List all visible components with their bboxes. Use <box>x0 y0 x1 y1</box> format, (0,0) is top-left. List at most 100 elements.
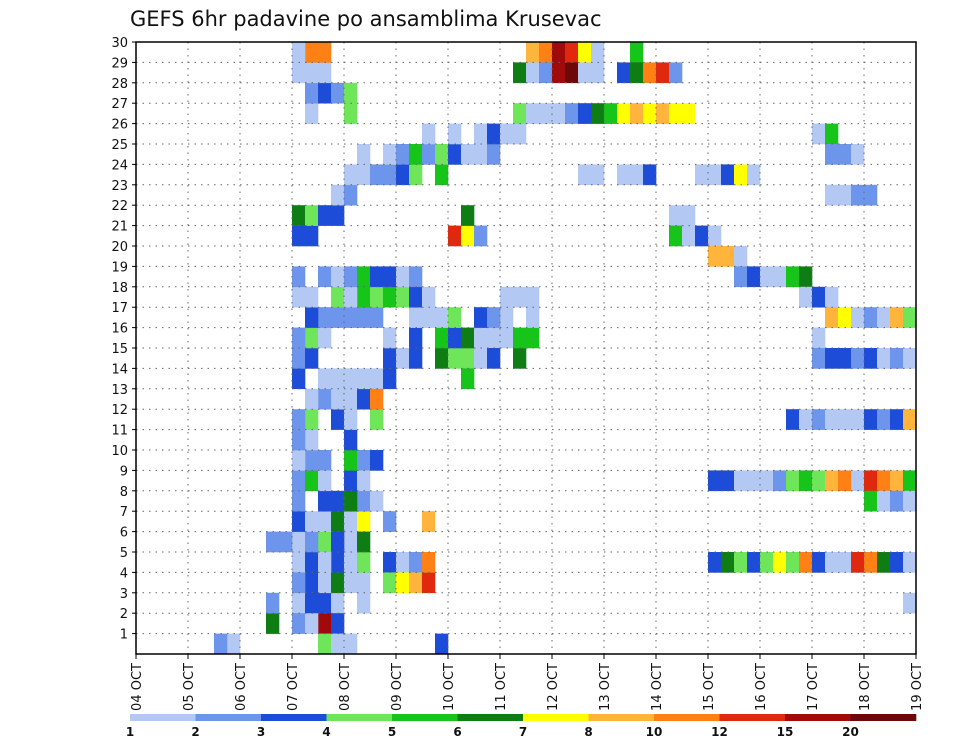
heatmap-cell <box>838 184 852 206</box>
heatmap-cell <box>383 572 397 594</box>
heatmap-cell <box>747 164 761 186</box>
heatmap-cell <box>786 470 800 492</box>
heatmap-cell <box>591 164 605 186</box>
heatmap-cell <box>682 225 696 247</box>
heatmap-cell <box>825 144 839 165</box>
heatmap-cell <box>292 592 306 614</box>
heatmap-cell <box>292 266 306 288</box>
heatmap-cell <box>630 164 644 186</box>
heatmap-cell <box>669 225 683 247</box>
heatmap-cell <box>474 348 488 369</box>
heatmap-cell <box>357 592 371 614</box>
heatmap-cell <box>292 348 306 369</box>
heatmap-cell <box>838 307 852 328</box>
heatmap-cell <box>474 144 488 165</box>
heatmap-cell <box>396 164 410 186</box>
heatmap-cell <box>708 470 722 492</box>
heatmap-cell <box>318 572 332 594</box>
heatmap-cell <box>604 103 618 124</box>
heatmap-cell <box>396 286 410 308</box>
heatmap-cell <box>409 307 423 328</box>
colorbar-label: 15 <box>777 725 794 739</box>
heatmap-cell <box>370 307 384 328</box>
x-tick-label: 09 OCT <box>390 663 405 711</box>
heatmap-cell <box>409 348 423 369</box>
heatmap-cell <box>318 62 332 84</box>
y-tick-label: 30 <box>111 36 128 51</box>
heatmap-cell <box>357 511 371 532</box>
heatmap-cell <box>318 450 332 471</box>
heatmap-cell <box>552 42 566 63</box>
heatmap-cell <box>721 470 735 492</box>
heatmap-cell <box>513 62 527 84</box>
heatmap-cell <box>487 327 501 349</box>
heatmap-cell <box>344 490 358 512</box>
heatmap-cell <box>422 144 436 165</box>
heatmap-cell <box>851 470 865 492</box>
heatmap-cell <box>487 123 501 145</box>
heatmap-cell <box>383 348 397 369</box>
colorbar-label: 1 <box>126 725 134 739</box>
x-tick-label: 10 OCT <box>442 663 457 711</box>
heatmap-cell <box>474 307 488 328</box>
colorbar-swatch <box>326 714 393 721</box>
heatmap-cell <box>331 490 345 512</box>
heatmap-cell <box>331 531 345 553</box>
heatmap-cell <box>526 327 540 349</box>
colorbar-swatch <box>261 714 327 721</box>
heatmap-cell <box>357 286 371 308</box>
heatmap-cell <box>422 123 436 145</box>
heatmap-cell <box>825 307 839 328</box>
heatmap-cell <box>734 552 748 573</box>
heatmap-cell <box>344 388 358 410</box>
colorbar-label: 10 <box>646 725 663 739</box>
heatmap-cell <box>669 62 683 84</box>
heatmap-cell <box>305 205 319 226</box>
heatmap-cell <box>305 511 319 532</box>
colorbar-label: 5 <box>388 725 396 739</box>
heatmap-cell <box>903 409 917 430</box>
heatmap-cell <box>292 429 306 451</box>
heatmap-cell <box>487 348 501 369</box>
heatmap-cell <box>292 225 306 247</box>
heatmap-cell <box>708 225 722 247</box>
heatmap-cell <box>383 511 397 532</box>
y-tick-label: 19 <box>111 260 128 275</box>
heatmap-cell <box>851 409 865 430</box>
heatmap-cell <box>539 42 553 63</box>
heatmap-cell <box>344 470 358 492</box>
heatmap-cell <box>435 307 449 328</box>
heatmap-cell <box>669 205 683 226</box>
heatmap-cell <box>279 531 293 553</box>
heatmap-cell <box>578 42 592 63</box>
y-tick-label: 15 <box>111 342 128 357</box>
heatmap-cell <box>344 409 358 430</box>
y-tick-label: 28 <box>111 77 128 92</box>
heatmap-cell <box>318 327 332 349</box>
heatmap-cell <box>513 348 527 369</box>
heatmap-cell <box>474 123 488 145</box>
heatmap-cell <box>812 327 826 349</box>
colorbar-swatch <box>654 714 720 721</box>
colorbar-label: 20 <box>842 725 859 739</box>
x-axis-ticks: 04 OCT 05 OCT 06 OCT 07 OCT 08 OCT 09 OCT 10 O… <box>130 654 925 711</box>
y-tick-label: 4 <box>120 566 128 581</box>
heatmap-cell <box>708 164 722 186</box>
heatmap-cell <box>721 164 735 186</box>
heatmap-cell <box>786 552 800 573</box>
x-tick-label: 06 OCT <box>234 663 249 711</box>
heatmap-cell <box>812 286 826 308</box>
heatmap-cell <box>617 62 631 84</box>
heatmap-cell <box>630 103 644 124</box>
heatmap-cell <box>786 266 800 288</box>
heatmap-cell <box>539 103 553 124</box>
heatmap-cell <box>825 286 839 308</box>
colorbar-label: 8 <box>584 725 592 739</box>
heatmap-cell <box>838 409 852 430</box>
heatmap-cell <box>266 531 280 553</box>
heatmap-cell <box>760 470 774 492</box>
heatmap-cell <box>903 307 917 328</box>
heatmap-cell <box>344 511 358 532</box>
heatmap-cell <box>292 409 306 430</box>
heatmap-cell <box>370 388 384 410</box>
